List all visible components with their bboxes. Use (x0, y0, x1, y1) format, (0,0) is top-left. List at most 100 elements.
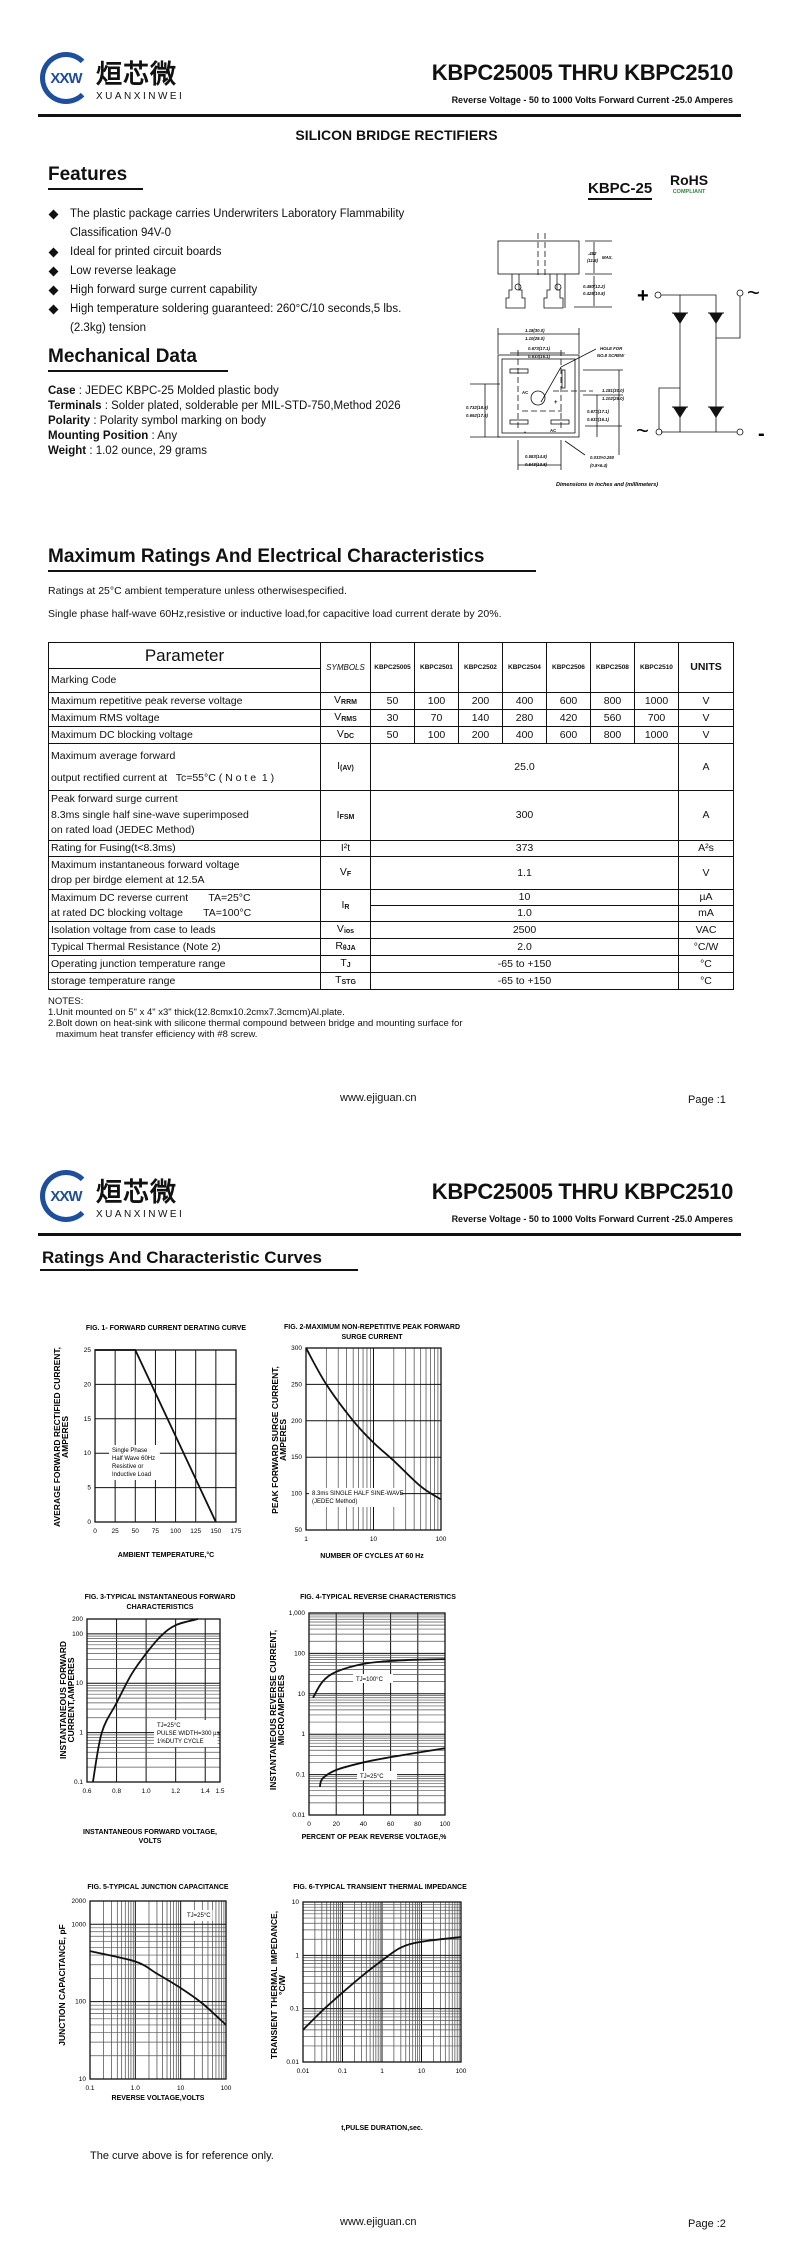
x-axis-label: PERCENT OF PEAK REVERSE VOLTAGE,% (302, 1834, 448, 1841)
units-header: UNITS (678, 642, 734, 693)
symbol-cell: IFSM (320, 790, 371, 841)
series-line (92, 1618, 199, 1783)
y-tick-label: 1,000 (289, 1610, 306, 1617)
parameter-line: Rating for Fusing(t<8.3ms) (51, 842, 176, 854)
dim-body-max: 1.181(30.0) (602, 388, 625, 393)
footer-url-p2[interactable]: www.ejiguan.cn (340, 2216, 417, 2228)
feature-item: Ideal for printed circuit boards (48, 243, 408, 262)
symbol-subscript: STG (341, 979, 356, 986)
parameter-line: storage temperature range (51, 974, 176, 987)
parameter-line: Maximum DC blocking voltage (51, 728, 193, 741)
unit-cell: A (678, 743, 734, 791)
unit-cell: mA (678, 905, 734, 922)
rohs-text: RoHS (670, 172, 709, 188)
logo-chinese: 烜芯微 (96, 1177, 178, 1207)
table-row: storage temperature range TSTG -65 to +150… (48, 972, 734, 990)
x-axis-label: INSTANTANEOUS FORWARD VOLTAGE, (83, 1829, 217, 1836)
value-cell: 400 (502, 726, 547, 744)
table-row: Peak forward surge current 8.3ms single h… (48, 790, 734, 841)
dim-bottom-min: 0.543(13.8) (525, 462, 548, 467)
parameter-line: Peak forward surge current (51, 792, 178, 805)
y-tick-label: 100 (75, 1999, 86, 2006)
document-subtitle-p2: Reverse Voltage - 50 to 1000 Volts Forwa… (451, 1214, 733, 1224)
y-axis-label: TRANSIENT THERMAL IMPEDANCE, (269, 1911, 279, 2059)
y-tick-label: 300 (291, 1345, 302, 1352)
footer-url[interactable]: www.ejiguan.cn (340, 1092, 417, 1104)
y-axis-label: INSTANTANEOUS REVERSE CURRENT, (268, 1630, 278, 1790)
table-row: Maximum RMS voltage VRMS 30 70 140 280 420 560 7… (48, 709, 734, 727)
x-axis-label: t,PULSE DURATION,sec. (341, 2125, 423, 2132)
plot-frame (86, 1618, 221, 1783)
dim-right-max: 0.673(17.1) (587, 409, 610, 414)
annotation-text: Half Wave 60Hz (112, 1456, 155, 1462)
y-tick-label: 10 (292, 1899, 300, 1906)
series-line (312, 1658, 446, 1699)
x-tick-label: 1.5 (215, 1788, 224, 1795)
x-tick-label: 1 (304, 1536, 308, 1543)
note-1: 1.Unit mounted on 5" x 4" x3" thick(12.8… (48, 1007, 345, 1018)
document-title: KBPC25005 THRU KBPC2510 (431, 60, 734, 85)
x-tick-label: 75 (152, 1528, 160, 1535)
parameter-cell: Peak forward surge current 8.3ms single h… (48, 790, 321, 841)
y-tick-label: 0 (87, 1519, 91, 1526)
dim-max: MAX. (602, 255, 613, 260)
x-tick-label: 125 (190, 1528, 201, 1535)
value-cell: -65 to +150 (370, 972, 679, 990)
dim-height-mm: (11.5) (587, 258, 598, 263)
annotation-bg (154, 1720, 218, 1747)
y-axis-label: JUNCTION CAPACITANCE, pF (57, 1924, 67, 2046)
x-axis-label: NUMBER OF CYCLES AT 60 Hz (320, 1553, 424, 1560)
dim-lead-max: 0.480(12.2) (583, 284, 606, 289)
symbol-cell: Vios (320, 921, 371, 939)
plot-frame (89, 1900, 227, 2080)
y-tick-label: 15 (84, 1416, 92, 1423)
model-header: KBPC2502 (458, 642, 503, 693)
y-tick-label: 250 (291, 1381, 302, 1388)
y-axis-label: AMPERES (278, 1419, 288, 1461)
curves-heading: Ratings And Characteristic Curves (42, 1248, 322, 1267)
x-tick-label: 100 (221, 2085, 232, 2092)
parameter-cell: Operating junction temperature range (48, 955, 321, 973)
table-row: Maximum DC blocking voltage VDC 50 100 200 40… (48, 726, 734, 744)
logo-pinyin: XUANXINWEI (96, 91, 185, 102)
document-title-p2: KBPC25005 THRU KBPC2510 (431, 1179, 734, 1204)
mechanical-underline (48, 370, 228, 372)
parameter-cell: Rating for Fusing(t<8.3ms) (48, 840, 321, 857)
x-tick-label: 0.6 (82, 1788, 91, 1795)
minus-mark: - (524, 430, 526, 436)
x-tick-label: 60 (387, 1821, 395, 1828)
parameter-cell: Maximum instantaneous forward voltage dro… (48, 856, 321, 890)
top-view-body (497, 354, 580, 438)
company-logo-p2: XXW 烜芯微 XUANXINWEI (40, 1170, 184, 1222)
plot-frame (305, 1347, 442, 1531)
x-tick-label: 10 (418, 2068, 426, 2075)
dim-body-min: 1.102(28.0) (602, 396, 625, 401)
x-axis-label: AMBIENT TEMPERATURE,°C (118, 1551, 214, 1559)
y-tick-label: 10 (76, 1680, 84, 1687)
model-header: KBPC25005 (370, 642, 415, 693)
parameter-cell: Typical Thermal Resistance (Note 2) (48, 938, 321, 956)
notes: NOTES: 1.Unit mounted on 5" x 4" x3" thi… (48, 996, 463, 1040)
circuit-minus: - (758, 423, 765, 445)
series-label: TJ=100°C (356, 1677, 384, 1683)
y-tick-label: 0.01 (292, 1812, 305, 1819)
circuit-ac-left: ~ (636, 418, 649, 443)
feature-item: Low reverse leakage (48, 262, 408, 281)
logo-mark: XXW (40, 52, 92, 104)
table-row: Maximum repetitive peak reverse voltage V… (48, 692, 734, 710)
x-axis-label: VOLTS (139, 1838, 162, 1845)
value-cell: 600 (546, 726, 591, 744)
symbol-subscript: FSM (339, 813, 355, 821)
x-tick-label: 1 (380, 2068, 384, 2075)
series-line (89, 1950, 227, 2026)
dimensions-caption: Dimensions in inches and (millimeters) (556, 482, 658, 488)
y-axis-label: PEAK FORWARD SURGE CURRENT, (270, 1366, 280, 1514)
x-tick-label: 1.2 (171, 1788, 180, 1795)
dim-pin-in: 0.033×0.250 (590, 455, 615, 460)
rohs-compliant: COMPLIANT (672, 189, 706, 195)
unit-cell: V (678, 856, 734, 890)
features-underline (48, 188, 143, 190)
x-tick-label: 1.0 (142, 1788, 151, 1795)
chart-title: CHARACTERISTICS (127, 1604, 194, 1611)
